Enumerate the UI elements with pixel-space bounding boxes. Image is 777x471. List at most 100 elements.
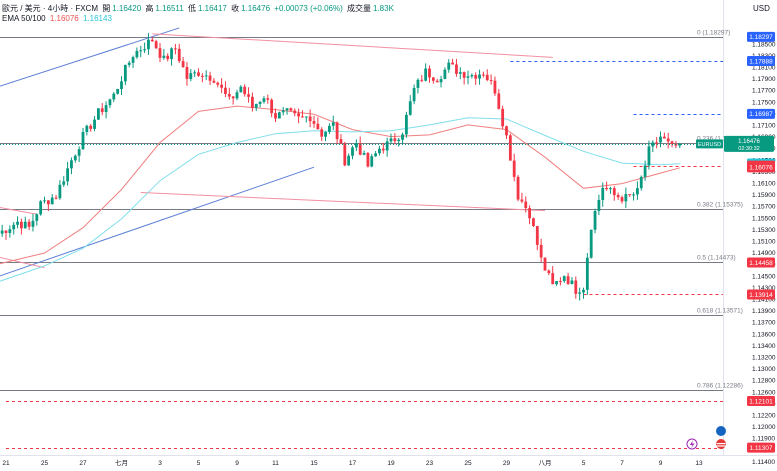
price-tag-bg	[747, 162, 775, 173]
candle-body	[431, 77, 435, 81]
candle-body	[243, 86, 247, 95]
candle-body	[139, 50, 143, 52]
time-axis-label: 15	[310, 460, 318, 466]
fib-label: 0 (1.18297)	[697, 30, 730, 37]
candle-body	[50, 197, 54, 205]
price-tag-bg	[747, 31, 775, 42]
price-axis-label: 1.11900	[752, 436, 775, 443]
candle-body	[181, 61, 185, 68]
candle-body	[670, 141, 674, 145]
candle-body	[447, 62, 451, 70]
ema-legend[interactable]: EMA 50/100 1.16076 1.16143	[2, 14, 114, 23]
price-axis-label: 1.13700	[752, 320, 776, 327]
trendline[interactable]	[0, 27, 180, 87]
price-change: +0.00073 (+0.06%)	[274, 4, 343, 13]
candle-body	[97, 108, 100, 120]
candle-body	[612, 188, 616, 196]
candle-body	[466, 76, 470, 78]
candle-body	[485, 74, 489, 81]
trendlines[interactable]	[0, 27, 553, 277]
ohlc-close: 1.16476	[241, 4, 271, 13]
price-axis-label: 1.15700	[752, 204, 776, 211]
ema-fast-value: 1.16076	[49, 14, 79, 23]
candle-body	[351, 147, 354, 156]
candle-body	[593, 210, 597, 230]
price-axis-label: 1.18500	[752, 41, 776, 48]
candle-body	[366, 152, 370, 167]
price-axis-label: 1.15300	[752, 227, 776, 234]
price-axis-label: 1.17500	[752, 99, 776, 106]
us-flag-icon[interactable]	[716, 426, 726, 449]
candle-body	[220, 84, 223, 88]
time-axis-label: 七月	[115, 458, 128, 466]
candle-body	[224, 87, 227, 94]
price-axis-label: 1.17900	[752, 76, 776, 83]
candle-body	[31, 220, 35, 227]
candle-body	[535, 225, 539, 245]
candle-body	[324, 131, 327, 137]
trendline[interactable]	[152, 33, 553, 58]
candle-body	[166, 55, 170, 60]
candle-body	[405, 114, 408, 135]
candle-body	[4, 230, 8, 233]
fib-label: 0.786 (1.12286)	[697, 383, 743, 390]
candle-body	[270, 99, 274, 114]
price-tag-bg	[724, 135, 774, 152]
event-icons[interactable]	[686, 426, 726, 450]
trendline[interactable]	[0, 256, 45, 269]
candle-body	[478, 74, 481, 79]
ohlc-open-label: 開	[102, 4, 111, 13]
trendline[interactable]	[140, 191, 546, 212]
trendline[interactable]	[0, 206, 37, 215]
candle-body	[108, 99, 112, 106]
price-tag-text: 1.16076	[749, 165, 773, 172]
candle-body	[358, 143, 362, 155]
lightning-icon[interactable]	[686, 438, 698, 450]
candle-body	[297, 113, 300, 117]
candle-body	[639, 176, 643, 189]
symbol-tag-text: EURUSD	[698, 142, 721, 148]
candle-body	[301, 116, 304, 118]
price-axis-label: 1.17700	[752, 88, 776, 95]
candle-body	[636, 188, 639, 195]
candle-body	[532, 218, 535, 226]
candle-body	[424, 68, 428, 81]
symbol-name[interactable]: 歐元 / 美元 · 4小時 · FXCM	[2, 4, 98, 13]
candle-body	[162, 55, 166, 58]
candle-body	[335, 122, 339, 140]
candle-body	[274, 113, 277, 119]
candle-body	[559, 281, 562, 283]
time-axis-label: 9	[659, 460, 663, 466]
candle-body	[462, 72, 466, 78]
candle-body	[343, 143, 347, 166]
candle-body	[474, 75, 478, 79]
candle-body	[254, 103, 258, 108]
candle-body	[647, 146, 651, 166]
price-tag-bg	[747, 108, 775, 119]
candle-body	[193, 72, 197, 74]
candle-body	[643, 165, 647, 177]
candle-body	[281, 110, 285, 113]
price-axis-label: 1.12600	[752, 389, 776, 396]
price-axis-label: 1.12800	[752, 378, 776, 385]
candle-body	[258, 101, 262, 104]
price-axis-label: 1.17100	[752, 123, 776, 130]
fib-label: 0.5 (1.14473)	[697, 255, 736, 262]
candle-body	[497, 93, 501, 109]
candle-body	[589, 229, 593, 258]
price-tag-text: 1.17888	[749, 58, 773, 65]
candle-body	[493, 80, 497, 94]
candle-body	[293, 110, 297, 114]
price-axis-label: 1.13900	[752, 308, 776, 315]
candle-body	[77, 149, 81, 156]
candle-body	[439, 79, 443, 83]
volume-label: 成交量	[347, 4, 371, 13]
candle-body	[147, 39, 150, 50]
price-axis-label: 1.14500	[752, 273, 776, 280]
candle-body	[512, 160, 516, 177]
trendline[interactable]	[0, 166, 315, 277]
price-tag-bg	[747, 55, 775, 66]
candle-body	[16, 221, 19, 225]
